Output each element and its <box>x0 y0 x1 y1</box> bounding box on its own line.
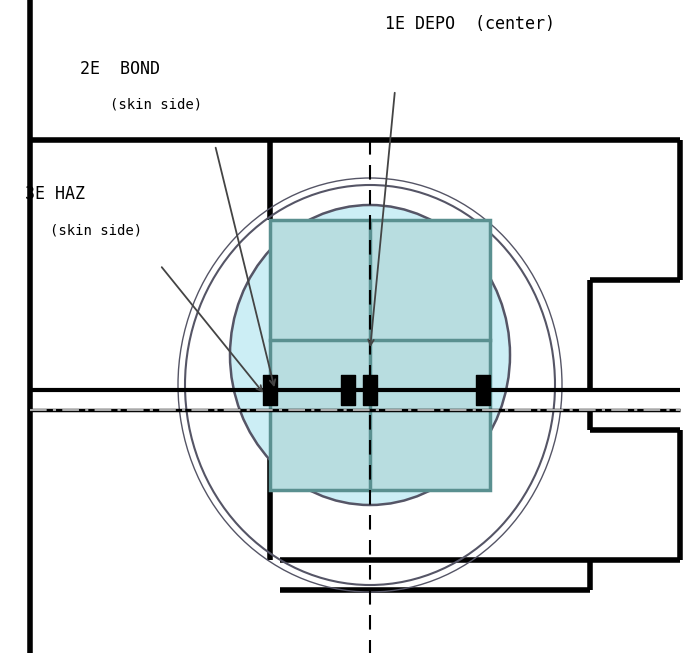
Bar <box>270 220 490 490</box>
Text: (skin side): (skin side) <box>50 223 142 237</box>
Text: 1E DEPO  (center): 1E DEPO (center) <box>385 15 555 33</box>
Ellipse shape <box>230 205 510 505</box>
Text: (skin side): (skin side) <box>110 98 202 112</box>
Text: 2E  BOND: 2E BOND <box>80 60 160 78</box>
Text: 3E HAZ: 3E HAZ <box>25 185 85 203</box>
